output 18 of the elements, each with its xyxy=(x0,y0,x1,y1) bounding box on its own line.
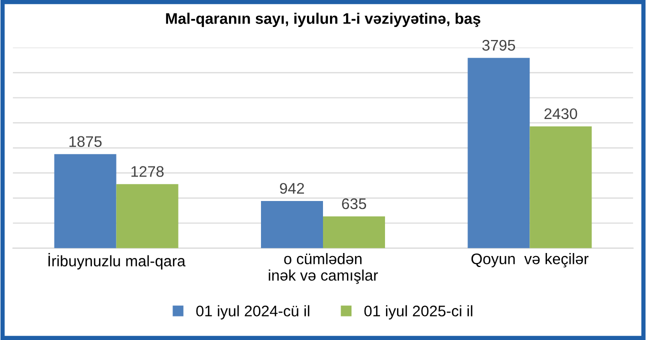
data-label: 1278 xyxy=(131,166,164,177)
x-tick-label: İribuynuzlu mal-qara xyxy=(48,253,186,270)
x-tick-label: Qoyun və keçilər xyxy=(471,253,588,268)
legend-label: 01 iyul 2024-cü il xyxy=(196,305,310,320)
legend-label: 01 iyul 2025-ci il xyxy=(364,305,472,320)
data-label: 942 xyxy=(280,182,304,194)
data-label: 3795 xyxy=(482,40,516,51)
bar xyxy=(260,200,323,248)
data-label: 635 xyxy=(342,198,366,210)
data-label: 2430 xyxy=(544,108,578,120)
bar xyxy=(323,216,386,248)
data-label: 1875 xyxy=(69,136,102,147)
chart-title: Mal-qaranın sayı, iyulun 1-i vəziyyətinə, baş xyxy=(166,12,480,27)
bar xyxy=(468,58,530,248)
bar xyxy=(116,184,178,248)
bar xyxy=(54,154,116,248)
bar xyxy=(530,126,592,248)
x-tick-label: o cümlədən inək və camışlar xyxy=(268,253,378,284)
